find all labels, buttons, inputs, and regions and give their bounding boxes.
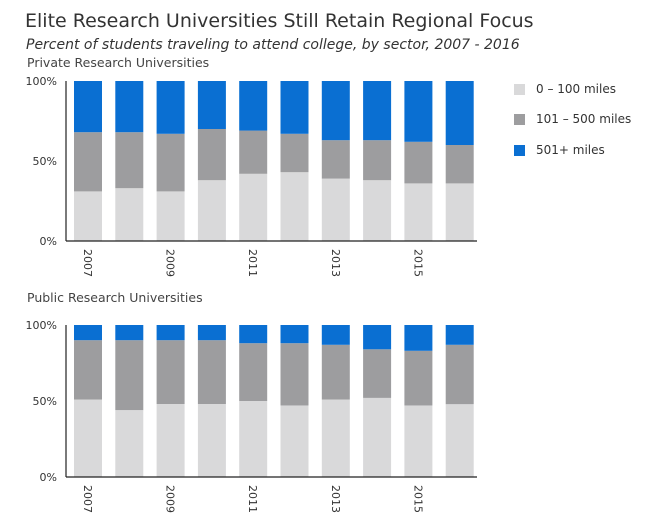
panel-title-private: Private Research Universities xyxy=(27,55,210,70)
legend-label-near: 0 – 100 miles xyxy=(536,82,616,96)
public-bar-near-2016 xyxy=(445,404,474,477)
public-y-tick-label: 0% xyxy=(40,471,57,484)
private-x-tick-label-2009: 2009 xyxy=(164,249,177,277)
private-x-tick-label-2013: 2013 xyxy=(329,249,342,277)
private-bar-near-2012 xyxy=(280,172,309,241)
private-bar-near-2007 xyxy=(74,191,102,241)
public-bar-far-2008 xyxy=(115,325,144,341)
private-bar-near-2011 xyxy=(239,173,268,241)
public-bar-mid-2010 xyxy=(197,340,226,404)
public-x-tick-label-2011: 2011 xyxy=(246,485,259,513)
private-bar-far-2015 xyxy=(404,81,433,142)
legend-label-far: 501+ miles xyxy=(536,143,605,157)
public-bar-far-2014 xyxy=(363,325,392,350)
private-bar-mid-2014 xyxy=(363,140,392,181)
public-bar-near-2008 xyxy=(115,410,144,477)
panel-title-public: Public Research Universities xyxy=(27,290,203,305)
public-bar-far-2015 xyxy=(404,325,433,351)
public-x-tick-label-2015: 2015 xyxy=(411,485,424,513)
legend-item-near: 0 – 100 miles xyxy=(514,82,616,96)
private-bar-near-2015 xyxy=(404,183,433,241)
private-x-tick-label-2011: 2011 xyxy=(246,249,259,277)
private-bar-near-2008 xyxy=(115,188,144,241)
private-bar-near-2013 xyxy=(321,178,350,241)
chart-title: Elite Research Universities Still Retain… xyxy=(25,10,534,32)
public-bar-mid-2016 xyxy=(445,344,474,405)
public-bar-near-2011 xyxy=(239,401,268,477)
public-bar-mid-2009 xyxy=(156,340,185,404)
private-bar-far-2009 xyxy=(156,81,185,134)
public-bar-far-2010 xyxy=(197,325,226,341)
private-bar-near-2010 xyxy=(197,180,226,241)
public-bar-near-2014 xyxy=(363,398,392,477)
public-bar-mid-2007 xyxy=(74,340,102,400)
public-bar-near-2015 xyxy=(404,405,433,477)
private-x-tick-label-2007: 2007 xyxy=(81,249,94,277)
public-x-tick-label-2013: 2013 xyxy=(329,485,342,513)
private-bar-far-2014 xyxy=(363,81,392,141)
private-bar-far-2007 xyxy=(74,81,102,133)
private-y-tick-label: 100% xyxy=(26,75,57,88)
private-bar-mid-2015 xyxy=(404,141,433,184)
public-bar-far-2009 xyxy=(156,325,185,341)
private-y-tick-label: 50% xyxy=(33,155,57,168)
private-bar-mid-2010 xyxy=(197,129,226,181)
private-bar-far-2012 xyxy=(280,81,309,134)
public-bar-mid-2013 xyxy=(321,344,350,400)
public-bar-near-2013 xyxy=(321,399,350,477)
private-bar-mid-2011 xyxy=(239,130,268,174)
public-bar-mid-2015 xyxy=(404,350,433,406)
private-bar-far-2016 xyxy=(445,81,474,145)
private-y-tick-label: 0% xyxy=(40,235,57,248)
legend-item-mid: 101 – 500 miles xyxy=(514,112,631,126)
public-bar-mid-2008 xyxy=(115,340,144,411)
private-bar-near-2014 xyxy=(363,180,392,241)
private-bar-mid-2008 xyxy=(115,132,144,189)
legend-item-far: 501+ miles xyxy=(514,143,605,157)
public-bar-far-2011 xyxy=(239,325,268,344)
private-bar-far-2010 xyxy=(197,81,226,129)
legend-swatch-mid xyxy=(514,113,525,125)
private-bar-mid-2007 xyxy=(74,132,102,192)
public-y-tick-label: 50% xyxy=(33,395,57,408)
public-bar-near-2012 xyxy=(280,405,309,477)
public-y-tick-label: 100% xyxy=(26,319,57,332)
legend-label-mid: 101 – 500 miles xyxy=(536,112,632,126)
public-bar-near-2010 xyxy=(197,404,226,477)
private-bar-near-2009 xyxy=(156,191,185,241)
private-bar-mid-2012 xyxy=(280,133,309,173)
private-bar-near-2016 xyxy=(445,183,474,241)
public-x-tick-label-2009: 2009 xyxy=(164,485,177,513)
private-bar-far-2008 xyxy=(115,81,144,133)
private-bar-far-2011 xyxy=(239,81,268,131)
public-bar-near-2007 xyxy=(74,399,102,477)
chart-subtitle: Percent of students traveling to attend … xyxy=(26,37,520,53)
public-bar-mid-2014 xyxy=(363,349,392,398)
private-bar-mid-2016 xyxy=(445,145,474,184)
legend-swatch-far xyxy=(514,144,525,156)
public-x-tick-label-2007: 2007 xyxy=(81,485,94,513)
public-bar-mid-2012 xyxy=(280,343,309,406)
public-bar-near-2009 xyxy=(156,404,185,477)
public-bar-far-2012 xyxy=(280,325,309,344)
private-bar-mid-2009 xyxy=(156,133,185,192)
public-bar-mid-2011 xyxy=(239,343,268,401)
private-bar-far-2013 xyxy=(321,81,350,141)
private-bar-mid-2013 xyxy=(321,140,350,179)
legend-swatch-near xyxy=(514,83,525,95)
public-bar-far-2013 xyxy=(321,325,350,345)
private-x-tick-label-2015: 2015 xyxy=(411,249,424,277)
public-bar-far-2007 xyxy=(74,325,102,341)
public-bar-far-2016 xyxy=(445,325,474,345)
